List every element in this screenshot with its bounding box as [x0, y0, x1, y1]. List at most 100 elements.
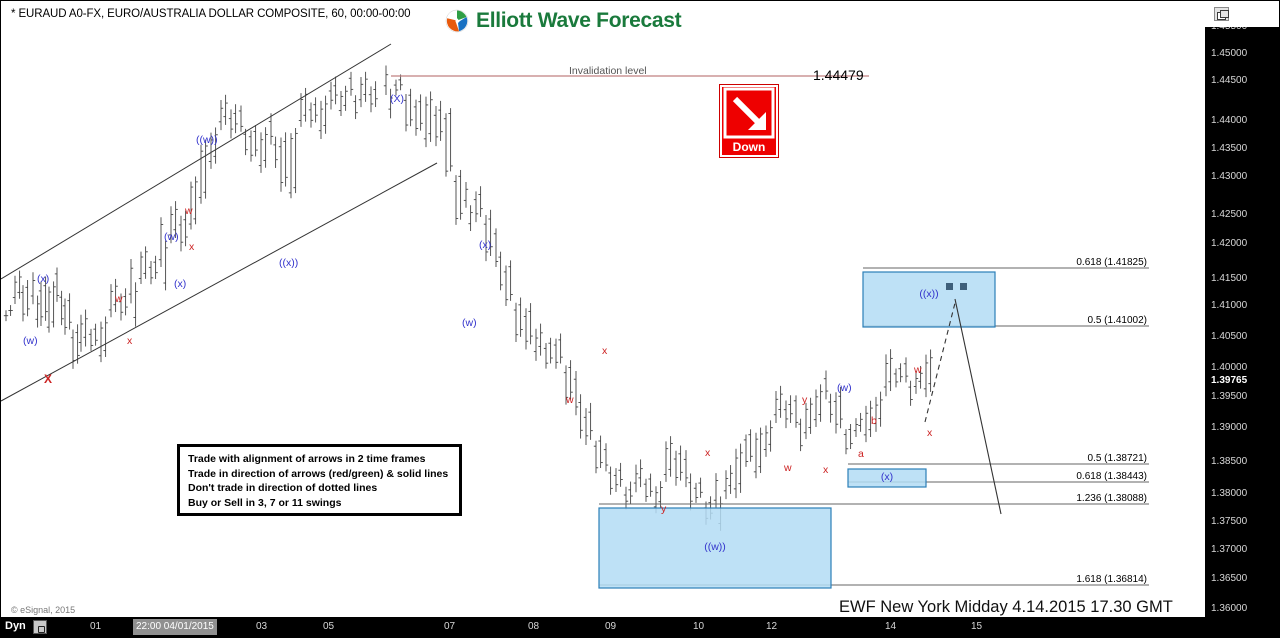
time-tick: 15	[971, 621, 983, 632]
symbol-title: * EURAUD A0-FX, EURO/AUSTRALIA DOLLAR CO…	[11, 8, 411, 20]
ohlc-price-bars	[3, 65, 933, 531]
selection-handle[interactable]	[946, 283, 953, 290]
price-tick: 1.38500	[1211, 456, 1248, 467]
time-tick: 09	[605, 621, 617, 632]
price-tick: 1.43500	[1211, 143, 1248, 154]
brand-logo: Elliott Wave Forecast	[445, 9, 682, 33]
upper-fib-zone[interactable]	[862, 271, 996, 328]
price-tick: 1.38000	[1211, 488, 1248, 499]
wave-label: x	[127, 335, 133, 347]
wave-label: (w)	[462, 317, 477, 329]
lock-icon[interactable]	[33, 620, 47, 634]
fibonacci-level-label: 0.618 (1.38443)	[1076, 471, 1147, 482]
down-signal-box[interactable]: Down	[719, 84, 779, 158]
fibonacci-level-label: 0.618 (1.41825)	[1076, 257, 1147, 268]
price-tick: 1.39500	[1211, 391, 1248, 402]
mid-fib-zone[interactable]	[847, 468, 927, 488]
projection-path-lines	[924, 298, 1002, 515]
time-tick: 07	[444, 621, 456, 632]
wave-label: b	[871, 415, 877, 427]
price-tick: 1.36000	[1211, 603, 1248, 614]
price-tick: 1.44500	[1211, 75, 1248, 86]
dyn-label: Dyn	[5, 620, 26, 632]
wave-label: w	[784, 462, 792, 474]
swirl-logo-icon	[445, 9, 469, 33]
wave-label: (x)	[174, 278, 187, 290]
down-signal-label: Down	[732, 140, 766, 154]
fibonacci-level-label: 1.236 (1.38088)	[1076, 493, 1147, 504]
time-cursor-label: 22:00 04/01/2015	[133, 619, 217, 635]
price-tick: 1.36500	[1211, 573, 1248, 584]
price-axis[interactable]: 1.45639 1.455001.450001.445001.440001.43…	[1205, 1, 1279, 621]
wave-label: x	[602, 345, 608, 357]
fibonacci-level-label: 1.618 (1.36814)	[1076, 574, 1147, 585]
time-axis[interactable]: Dyn 22:00 04/01/2015 01 03 05 07 08 09 10 12 14 1…	[1, 617, 1279, 637]
wave-label: y	[802, 394, 808, 406]
price-tick: 1.39765	[1211, 375, 1248, 386]
solid-projection	[954, 298, 1002, 515]
price-tick: 1.41000	[1211, 300, 1248, 311]
wave-label: (x)	[479, 239, 492, 251]
wave-label: w	[566, 394, 574, 406]
fibonacci-level-label: 0.5 (1.38721)	[1087, 453, 1148, 464]
price-tick: 1.37000	[1211, 544, 1248, 555]
legend-line-1: Trade with alignment of arrows in 2 time…	[188, 453, 426, 465]
upper-channel	[1, 43, 392, 280]
chart-plot-area[interactable]	[1, 27, 1207, 599]
wave-label: ((x))	[279, 257, 299, 269]
wave-label: w	[115, 293, 123, 305]
lower-fib-zone[interactable]	[598, 507, 832, 589]
time-tick: 05	[323, 621, 335, 632]
copyright-notice: © eSignal, 2015	[11, 605, 76, 615]
wave-label: w	[914, 364, 922, 376]
time-tick: 12	[766, 621, 778, 632]
zone-wave-label: ((x))	[919, 288, 939, 300]
zone-wave-label: (x)	[880, 471, 894, 483]
price-tick: 1.45000	[1211, 48, 1248, 59]
legend-line-3: Don't trade in direction of dotted lines	[188, 482, 378, 494]
zone-wave-label: ((w))	[704, 541, 726, 553]
fibonacci-level-label: 0.5 (1.41002)	[1087, 315, 1148, 326]
price-tick: 1.40000	[1211, 362, 1248, 373]
time-tick: 10	[693, 621, 705, 632]
down-arrow-icon	[723, 87, 775, 139]
trend-channel-lines	[1, 43, 438, 402]
wave-label: x	[927, 427, 933, 439]
price-tick: 1.39000	[1211, 422, 1248, 433]
wave-label: y	[661, 503, 667, 515]
time-cursor-value: 22:00 04/01/2015	[136, 621, 214, 632]
fibonacci-zone-boxes	[598, 271, 996, 589]
wave-label: x	[705, 447, 711, 459]
invalidation-label: Invalidation level	[569, 65, 647, 77]
time-tick: 01	[90, 621, 102, 632]
dashed-projection	[924, 302, 956, 423]
price-tick: 1.41500	[1211, 273, 1248, 284]
time-tick: 08	[528, 621, 540, 632]
lower-channel	[1, 162, 438, 402]
restore-window-icon[interactable]	[1214, 7, 1229, 21]
forecast-caption: EWF New York Midday 4.14.2015 17.30 GMT	[839, 598, 1173, 616]
legend-line-2: Trade in direction of arrows (red/green)…	[188, 467, 449, 480]
wave-label: X	[44, 372, 53, 386]
price-tick: 1.37500	[1211, 516, 1248, 527]
wave-label: x	[189, 241, 195, 253]
wave-label: ((w))	[196, 134, 218, 146]
wave-label: a	[858, 448, 864, 460]
chart-canvas	[1, 43, 1149, 589]
time-tick: 03	[256, 621, 268, 632]
price-tick: 1.43000	[1211, 171, 1248, 182]
time-tick: 14	[885, 621, 897, 632]
wave-label: x	[823, 464, 829, 476]
wave-label: (w)	[164, 231, 179, 243]
invalidation-price-value: 1.44479	[813, 67, 864, 83]
trading-rules-legend: Trade with alignment of arrows in 2 time…	[177, 444, 462, 516]
wave-label: (w)	[837, 382, 852, 394]
wave-label: (w)	[23, 335, 38, 347]
price-tick: 1.40500	[1211, 331, 1248, 342]
wave-label: w	[185, 205, 193, 217]
brand-name: Elliott Wave Forecast	[476, 9, 682, 32]
selection-handle[interactable]	[960, 283, 967, 290]
legend-line-4: Buy or Sell in 3, 7 or 11 swings	[188, 496, 342, 509]
wave-label: (X)	[390, 93, 404, 105]
